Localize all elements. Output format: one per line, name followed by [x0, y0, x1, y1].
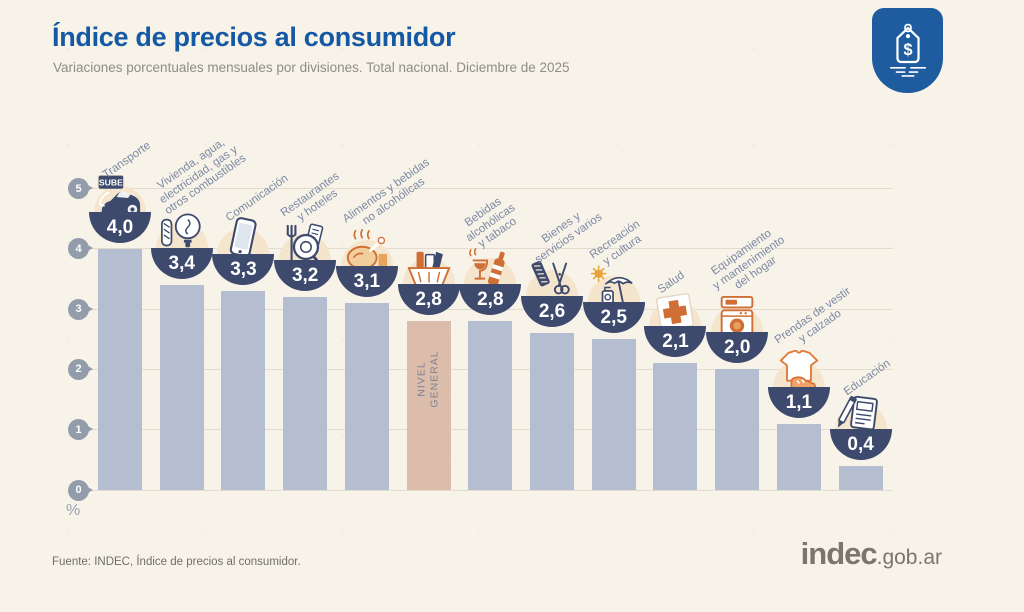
bar-bebidas-alcoholicas-tabaco	[468, 321, 513, 490]
indec-logo-suffix: .gob.ar	[876, 546, 942, 569]
icon-wrap	[220, 217, 266, 263]
icon-wrap	[837, 392, 884, 438]
icon-wrap	[159, 211, 205, 257]
page-title: Índice de precios al consumidor	[52, 22, 456, 52]
category-label-bebidas-alcoholicas-tabaco: Bebidas alcohólicas y tabaco	[463, 195, 520, 250]
y-axis-tick: 3	[68, 298, 93, 320]
value-bubble-recreacion-cultura: 2,5	[582, 302, 645, 334]
value-bubble-nivel-general: 2,8	[397, 284, 460, 316]
y-axis-tick: 5	[68, 178, 93, 199]
source-note: Fuente: INDEC, Índice de precios al cons…	[52, 556, 301, 568]
bar-transporte	[98, 248, 142, 490]
gridline	[90, 188, 893, 189]
value-bubble-transporte: 4,0	[89, 211, 151, 243]
category-label-recreacion-cultura: Recreación y cultura	[587, 218, 644, 268]
bar-prendas-vestir-calzado	[776, 423, 821, 490]
category-label-vivienda-agua-electricidad-gas: Vivienda, agua, electricidad, gas y otro…	[155, 137, 248, 218]
y-axis-tick: 1	[68, 419, 93, 441]
value-bubble-salud: 2,1	[644, 326, 707, 358]
washing-machine-icon	[720, 296, 754, 337]
bar-equipamiento-mantenimiento-hogar	[715, 369, 760, 490]
gridline	[90, 489, 893, 491]
smartphone-icon	[230, 217, 258, 258]
value-bubble-prendas-vestir-calzado: 1,1	[767, 386, 830, 418]
bar-nivel-general	[406, 321, 451, 490]
bar-recreacion-cultura	[591, 339, 636, 490]
bar-alimentos-bebidas-no-alcoholicas	[344, 303, 389, 490]
value-bubble-restaurantes-hoteles: 3,2	[274, 260, 337, 292]
value-bubble-bebidas-alcoholicas-tabaco: 2,8	[459, 284, 522, 316]
comb-scissors-icon	[531, 261, 570, 295]
category-label-equipamiento-mantenimiento-hogar: Equipamiento y mantenimiento del hogar	[709, 227, 787, 292]
icon-wrap	[344, 229, 390, 275]
fork-plate-icon	[286, 223, 324, 265]
icon-wrap	[529, 259, 575, 305]
bar-comunicacion	[221, 291, 266, 490]
value-bubble-vivienda-agua-electricidad-gas: 3,4	[150, 247, 213, 279]
category-label-prendas-vestir-calzado: Prendas de vestir y calzado	[772, 284, 853, 347]
value-bubble-comunicacion: 3,3	[212, 254, 275, 285]
wine-bottle-glass-icon	[469, 248, 506, 286]
car-sube-icon: SUBE	[97, 174, 141, 215]
beach-umbrella-sun-icon	[590, 265, 633, 305]
indec-logo-main: indec	[800, 536, 878, 571]
value-bubble-educacion: 0,4	[829, 428, 892, 460]
icon-wrap	[282, 223, 328, 269]
in-bar-label: NIVEL GENERAL	[407, 331, 451, 426]
bar-bienes-servicios-varios	[530, 333, 575, 490]
price-tag-icon: $	[889, 23, 926, 77]
dollar-symbol: $	[903, 40, 912, 58]
category-label-alimentos-bebidas-no-alcoholicas: Alimentos y bebidas no alcohólicas	[340, 156, 432, 228]
y-axis-tick: 2	[68, 358, 93, 380]
y-axis-tick: 4	[68, 238, 93, 260]
page-subtitle: Variaciones porcentuales mensuales por d…	[53, 60, 570, 75]
price-tag-badge: $	[872, 8, 943, 93]
roast-chicken-icon	[346, 229, 387, 270]
lightbulb-utilities-icon	[160, 213, 201, 248]
y-axis-unit-label: %	[66, 502, 81, 519]
value-bubble-alimentos-bebidas-no-alcoholicas: 3,1	[335, 266, 398, 298]
icon-wrap	[467, 247, 513, 293]
category-label-restaurantes-hoteles: Restaurantes y hoteles	[278, 170, 342, 224]
icon-wrap	[590, 265, 637, 311]
icon-wrap	[714, 295, 760, 341]
in-bar-label-text: NIVEL GENERAL	[415, 350, 441, 408]
bar-educacion	[838, 465, 883, 490]
value-bubble-bienes-servicios-varios: 2,6	[521, 296, 584, 328]
gridline	[90, 248, 893, 250]
bar-vivienda-agua-electricidad-gas	[159, 284, 204, 490]
y-axis-tick: 0	[68, 479, 93, 501]
bar-salud	[653, 363, 698, 490]
value-bubble-equipamiento-mantenimiento-hogar: 2,0	[706, 332, 769, 364]
indec-logo: indec .gob.ar	[801, 536, 942, 572]
svg-text:SUBE: SUBE	[99, 177, 123, 187]
notebook-pencil-icon	[837, 395, 878, 431]
icon-wrap: SUBE	[97, 174, 143, 221]
bar-restaurantes-hoteles	[283, 297, 328, 490]
